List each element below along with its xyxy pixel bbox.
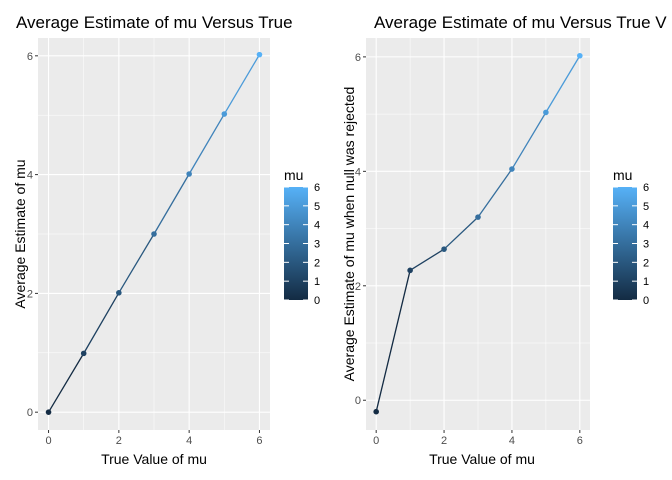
plot-left-title: Average Estimate of mu Versus True	[16, 13, 293, 32]
series-line-segment	[188, 113, 225, 175]
colorbar-tick-label: 1	[314, 276, 320, 288]
data-point	[80, 350, 87, 357]
series-line-segment	[153, 173, 190, 235]
x-tick-label: 6	[577, 435, 583, 447]
plot-right-grid	[366, 38, 590, 430]
data-point	[509, 166, 515, 172]
colorbar-tick-label: 3	[643, 239, 649, 251]
series-line-segment	[409, 248, 445, 271]
series-line-segment	[47, 353, 85, 413]
plot-left: Average Estimate of mu Versus True 0246 …	[12, 13, 320, 467]
series-line-segment	[443, 216, 479, 250]
plot-left-y-axis-label: Average Estimate of mu	[12, 159, 28, 308]
plot-left-grid	[38, 38, 270, 430]
plot-left-marks	[45, 51, 263, 415]
colorbar-tick-label: 0	[314, 295, 320, 307]
data-point	[373, 408, 379, 415]
data-point	[116, 290, 122, 296]
series-line-segment	[477, 168, 513, 218]
plot-right-colorbar-ticks: 0 1 2 3 4 5 6	[613, 182, 649, 307]
plot-left-y-ticks: 0 2 4 6	[27, 51, 38, 419]
series-line-segment	[118, 233, 155, 294]
series-line-segment	[511, 112, 547, 170]
y-tick-label: 6	[355, 52, 361, 64]
series-line-segment	[223, 54, 261, 115]
plot-right-title: Average Estimate of mu Versus True V	[374, 13, 667, 32]
x-tick-label: 0	[45, 435, 51, 447]
plot-left-x-ticks: 0 2 4 6	[45, 430, 263, 447]
plot-right-legend: mu 0 1 2 3 4 5 6	[613, 167, 649, 307]
series-line-segment	[83, 292, 120, 354]
data-point	[45, 409, 52, 415]
plot-left-legend: mu 0 1 2 3 4 5 6	[284, 167, 320, 307]
x-tick-label: 4	[186, 435, 192, 447]
x-tick-label: 2	[441, 435, 447, 447]
data-point	[256, 51, 263, 58]
x-tick-label: 6	[256, 435, 262, 447]
data-point	[475, 214, 481, 220]
x-tick-label: 0	[373, 435, 379, 447]
plot-right-marks	[373, 52, 583, 415]
data-point	[221, 111, 228, 117]
plot-left-x-axis-label: True Value of mu	[101, 451, 207, 467]
plot-left-legend-title: mu	[284, 167, 303, 183]
y-tick-label: 4	[27, 170, 33, 182]
plot-right: Average Estimate of mu Versus True V 0 2 4…	[341, 13, 667, 467]
series-line-segment	[545, 55, 581, 113]
colorbar-tick-label: 2	[643, 257, 649, 269]
data-point	[543, 109, 549, 116]
plot-left-colorbar-ticks: 0 1 2 3 4 5 6	[284, 182, 320, 307]
y-tick-label: 0	[355, 395, 361, 407]
colorbar-tick-label: 1	[643, 276, 649, 288]
colorbar-tick-label: 4	[643, 220, 649, 232]
colorbar-tick-label: 5	[314, 201, 320, 213]
colorbar-tick-label: 3	[314, 239, 320, 251]
plot-right-y-axis-label: Average Estimate of mu when null was rej…	[341, 87, 357, 382]
colorbar-tick-label: 5	[643, 201, 649, 213]
plot-right-y-ticks: 0 2 4 6	[355, 52, 366, 407]
colorbar-tick-label: 6	[314, 182, 320, 194]
x-tick-label: 2	[116, 435, 122, 447]
plot-right-x-axis-label: True Value of mu	[429, 451, 535, 467]
data-point	[577, 52, 583, 59]
plot-right-legend-title: mu	[613, 167, 632, 183]
x-tick-label: 4	[509, 435, 515, 447]
plot-right-x-ticks: 0 2 4 6	[373, 430, 583, 447]
colorbar-tick-label: 4	[314, 220, 320, 232]
colorbar-tick-label: 6	[643, 182, 649, 194]
y-tick-label: 2	[27, 288, 33, 300]
series-line-segment	[375, 270, 411, 412]
data-point	[407, 267, 413, 274]
y-tick-label: 0	[27, 407, 33, 419]
colorbar-tick-label: 0	[643, 295, 649, 307]
y-tick-label: 4	[355, 166, 361, 178]
data-point	[186, 171, 192, 177]
y-tick-label: 2	[355, 281, 361, 293]
data-point	[151, 231, 157, 237]
y-tick-label: 6	[27, 51, 33, 63]
colorbar-tick-label: 2	[314, 257, 320, 269]
data-point	[441, 246, 447, 252]
